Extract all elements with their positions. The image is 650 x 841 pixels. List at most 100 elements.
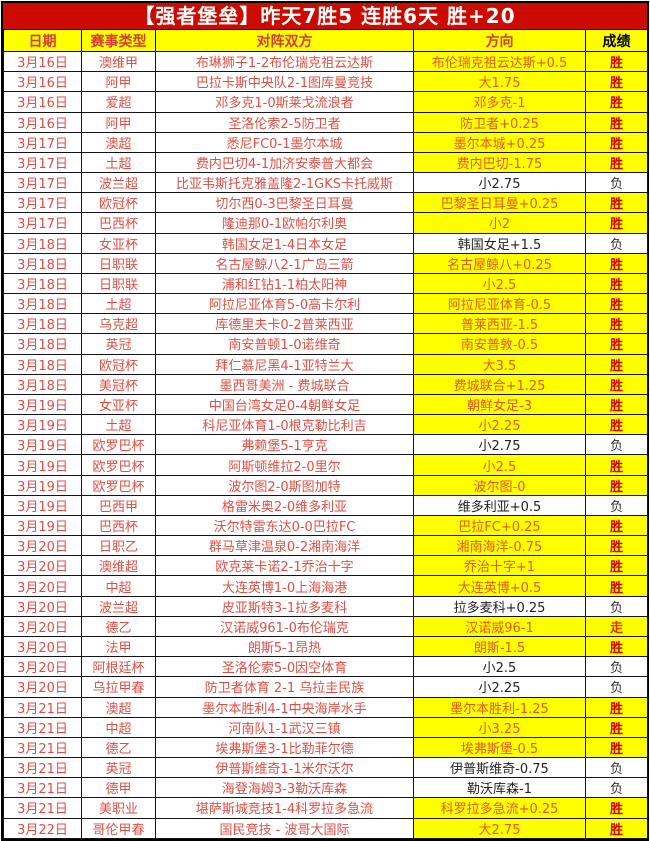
match-cell: 墨西哥美洲 - 费城联合 xyxy=(155,373,414,395)
table-row: 3月18日 日职联 浦和红钻1-1柏太阳神 小2.5 胜 xyxy=(3,272,648,295)
result-cell: 胜 xyxy=(585,293,648,315)
table-row: 3月18日 欧冠杯 拜仁慕尼黑4-1亚特兰大 大3.5 胜 xyxy=(3,353,648,375)
result-cell: 负 xyxy=(585,172,648,194)
date-cell: 3月18日 xyxy=(3,272,82,295)
direction-cell: 湘南海洋-0.75 xyxy=(413,535,586,557)
league-cell: 澳维超 xyxy=(81,555,156,577)
league-cell: 欧冠杯 xyxy=(81,353,156,375)
match-cell: 名古屋鲸八2-1广岛三箭 xyxy=(155,252,414,274)
direction-cell: 小2.25 xyxy=(413,676,586,698)
direction-cell: 小2.75 xyxy=(413,172,586,194)
league-cell: 土超 xyxy=(81,293,156,315)
result-cell: 胜 xyxy=(585,535,648,557)
date-cell: 3月16日 xyxy=(3,91,82,113)
league-cell: 澳超 xyxy=(81,131,156,153)
direction-cell: 邓多克-1 xyxy=(413,91,586,113)
result-cell: 胜 xyxy=(585,50,648,73)
date-cell: 3月19日 xyxy=(3,434,82,456)
table-row: 3月21日 德甲 海登海姆3-3勒沃库森 勒沃库森-1 负 xyxy=(3,777,648,799)
league-cell: 阿甲 xyxy=(81,71,156,93)
match-cell: 波尔图2-0斯图加特 xyxy=(155,474,414,496)
match-cell: 隆迪那0-1欧帕尔利奥 xyxy=(155,212,414,234)
direction-cell: 勒沃库森-1 xyxy=(413,777,586,799)
result-cell: 胜 xyxy=(585,716,648,738)
date-cell: 3月18日 xyxy=(3,353,82,375)
league-cell: 德乙 xyxy=(81,736,156,759)
direction-cell: 布伦瑞克祖云达斯+0.5 xyxy=(413,50,586,73)
date-cell: 3月18日 xyxy=(3,313,82,335)
result-cell: 胜 xyxy=(585,313,648,335)
result-cell: 负 xyxy=(585,494,648,516)
league-cell: 乌克超 xyxy=(81,313,156,335)
match-cell: 墨尔本胜利4-1中央海岸水手 xyxy=(155,696,414,718)
league-cell: 德乙 xyxy=(81,615,156,637)
table-row: 3月17日 澳超 悉尼FC0-1墨尔本城 墨尔本城+0.25 胜 xyxy=(3,131,648,153)
table-row: 3月17日 巴西杯 隆迪那0-1欧帕尔利奥 小2 胜 xyxy=(3,212,648,234)
date-cell: 3月20日 xyxy=(3,656,82,678)
league-cell: 英冠 xyxy=(81,333,156,355)
date-cell: 3月17日 xyxy=(3,131,82,153)
result-cell: 负 xyxy=(585,777,648,799)
table-row: 3月18日 美冠杯 墨西哥美洲 - 费城联合 费城联合+1.25 胜 xyxy=(3,373,648,395)
match-cell: 汉诺威961-0布伦瑞克 xyxy=(155,615,414,637)
table-row: 3月20日 澳维超 欧克莱卡诺2-1乔治十字 乔治十字+1 胜 xyxy=(3,555,648,577)
date-cell: 3月20日 xyxy=(3,595,82,617)
match-cell: 防卫者体育 2-1 乌拉圭民族 xyxy=(155,676,414,698)
league-cell: 波兰超 xyxy=(81,172,156,194)
match-cell: 阿拉尼亚体育5-0高卡尔利 xyxy=(155,293,414,315)
league-cell: 法甲 xyxy=(81,635,156,658)
result-cell: 胜 xyxy=(585,71,648,93)
table-row: 3月17日 土超 费内巴切4-1加济安泰普大都会 费内巴切-1.75 胜 xyxy=(3,151,648,174)
result-cell: 胜 xyxy=(585,393,648,416)
direction-cell: 大2.75 xyxy=(413,817,586,840)
result-cell: 胜 xyxy=(585,353,648,375)
table-row: 3月19日 巴西甲 格雷米奥2-0维多利亚 维多利亚+0.5 负 xyxy=(3,494,648,516)
league-cell: 日职联 xyxy=(81,252,156,274)
direction-cell: 巴黎圣日耳曼+0.25 xyxy=(413,192,586,214)
date-cell: 3月19日 xyxy=(3,494,82,516)
result-cell: 负 xyxy=(585,595,648,617)
table-row: 3月20日 法甲 朗斯5-1昂热 朗斯-1.5 胜 xyxy=(3,635,648,658)
match-cell: 朗斯5-1昂热 xyxy=(155,635,414,658)
league-cell: 巴西甲 xyxy=(81,494,156,516)
match-cell: 海登海姆3-3勒沃库森 xyxy=(155,777,414,799)
result-cell: 胜 xyxy=(585,696,648,718)
date-cell: 3月20日 xyxy=(3,535,82,557)
direction-cell: 墨尔本城+0.25 xyxy=(413,131,586,153)
direction-cell: 费城联合+1.25 xyxy=(413,373,586,395)
direction-cell: 大3.5 xyxy=(413,353,586,375)
league-cell: 土超 xyxy=(81,151,156,174)
column-header-date: 日期 xyxy=(3,29,82,52)
match-cell: 格雷米奥2-0维多利亚 xyxy=(155,494,414,516)
table-row: 3月21日 美职业 堪萨斯城竞技1-4科罗拉多急流 科罗拉多急流+0.25 胜 xyxy=(3,797,648,819)
column-header-match: 对阵双方 xyxy=(155,29,414,52)
direction-cell: 韩国女足+1.5 xyxy=(413,232,586,254)
league-cell: 中超 xyxy=(81,716,156,738)
date-cell: 3月19日 xyxy=(3,454,82,476)
date-cell: 3月20日 xyxy=(3,615,82,637)
direction-cell: 小3.25 xyxy=(413,716,586,738)
league-cell: 阿甲 xyxy=(81,111,156,133)
match-cell: 悉尼FC0-1墨尔本城 xyxy=(155,131,414,153)
league-cell: 英冠 xyxy=(81,757,156,779)
match-cell: 邓多克1-0斯莱戈流浪者 xyxy=(155,91,414,113)
match-cell: 阿斯顿维拉2-0里尔 xyxy=(155,454,414,476)
table-row: 3月18日 土超 阿拉尼亚体育5-0高卡尔利 阿拉尼亚体育-0.5 胜 xyxy=(3,293,648,315)
result-cell: 负 xyxy=(585,676,648,698)
league-cell: 欧罗巴杯 xyxy=(81,434,156,456)
league-cell: 波兰超 xyxy=(81,595,156,617)
result-cell: 胜 xyxy=(585,736,648,759)
match-cell: 弗赖堡5-1亨克 xyxy=(155,434,414,456)
table-body: 3月16日 澳维甲 布琳狮子1-2布伦瑞克祖云达斯 布伦瑞克祖云达斯+0.5 胜 3月16… xyxy=(3,50,648,840)
table-row: 3月20日 阿根廷杯 圣洛伦索5-0因空体育 小2.5 负 xyxy=(3,656,648,678)
date-cell: 3月21日 xyxy=(3,696,82,718)
direction-cell: 名古屋鲸八+0.25 xyxy=(413,252,586,274)
result-cell: 负 xyxy=(585,434,648,456)
direction-cell: 大连英博+0.5 xyxy=(413,575,586,597)
column-header-league: 赛事类型 xyxy=(81,29,156,52)
result-cell: 胜 xyxy=(585,272,648,295)
table-row: 3月19日 女亚杯 中国台湾女足0-4朝鲜女足 朝鲜女足-3 胜 xyxy=(3,393,648,416)
match-cell: 布琳狮子1-2布伦瑞克祖云达斯 xyxy=(155,50,414,73)
result-cell: 胜 xyxy=(585,131,648,153)
table-row: 3月19日 巴西杯 沃尔特雷东达0-0巴拉FC 巴拉FC+0.25 胜 xyxy=(3,514,648,537)
